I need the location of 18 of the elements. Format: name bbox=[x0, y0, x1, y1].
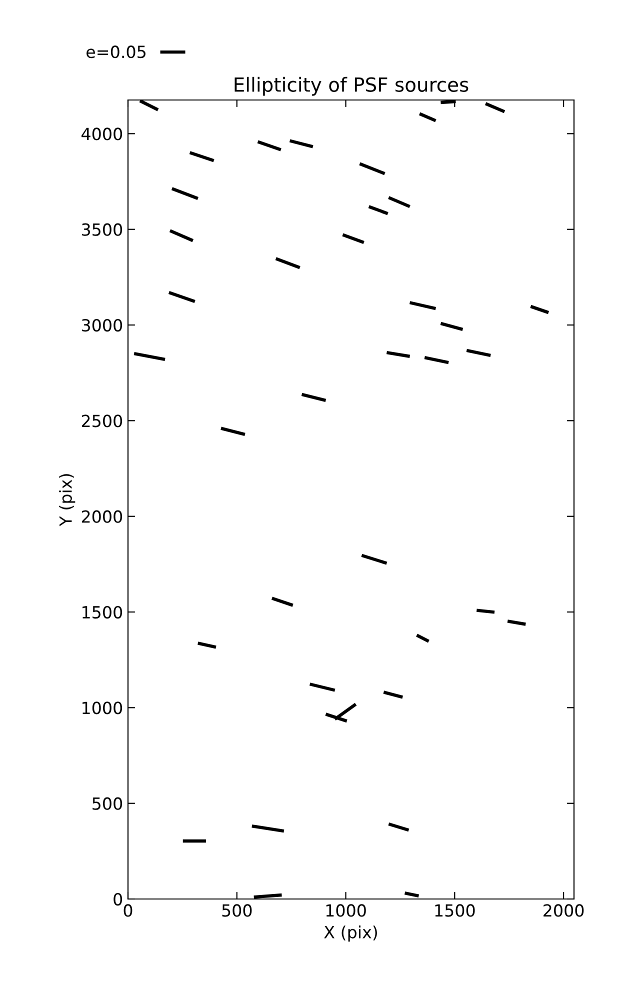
y-tick-label: 2500 bbox=[82, 414, 122, 428]
y-tick-label: 1500 bbox=[82, 606, 122, 619]
y-tick-label: 1000 bbox=[82, 702, 122, 714]
x-tick-label: 500 bbox=[222, 904, 252, 917]
y-axis-title: Y (pix) bbox=[59, 474, 76, 526]
y-tick-label: 500 bbox=[92, 797, 122, 810]
y-tick-label: 0 bbox=[114, 892, 122, 906]
x-tick-label: 0 bbox=[124, 904, 132, 917]
y-tick-label: 3000 bbox=[82, 318, 122, 332]
x-tick-label: 1000 bbox=[326, 904, 366, 917]
legend-label: e=0.05 bbox=[86, 46, 146, 58]
x-tick-label: 1500 bbox=[435, 904, 475, 917]
y-tick-label: 2000 bbox=[82, 510, 122, 523]
x-axis-title: X (pix) bbox=[324, 926, 377, 942]
chart-title: Ellipticity of PSF sources bbox=[234, 76, 468, 96]
y-tick-label: 4000 bbox=[82, 128, 122, 140]
y-tick-label: 3500 bbox=[82, 223, 122, 236]
x-tick-label: 2000 bbox=[544, 904, 584, 917]
